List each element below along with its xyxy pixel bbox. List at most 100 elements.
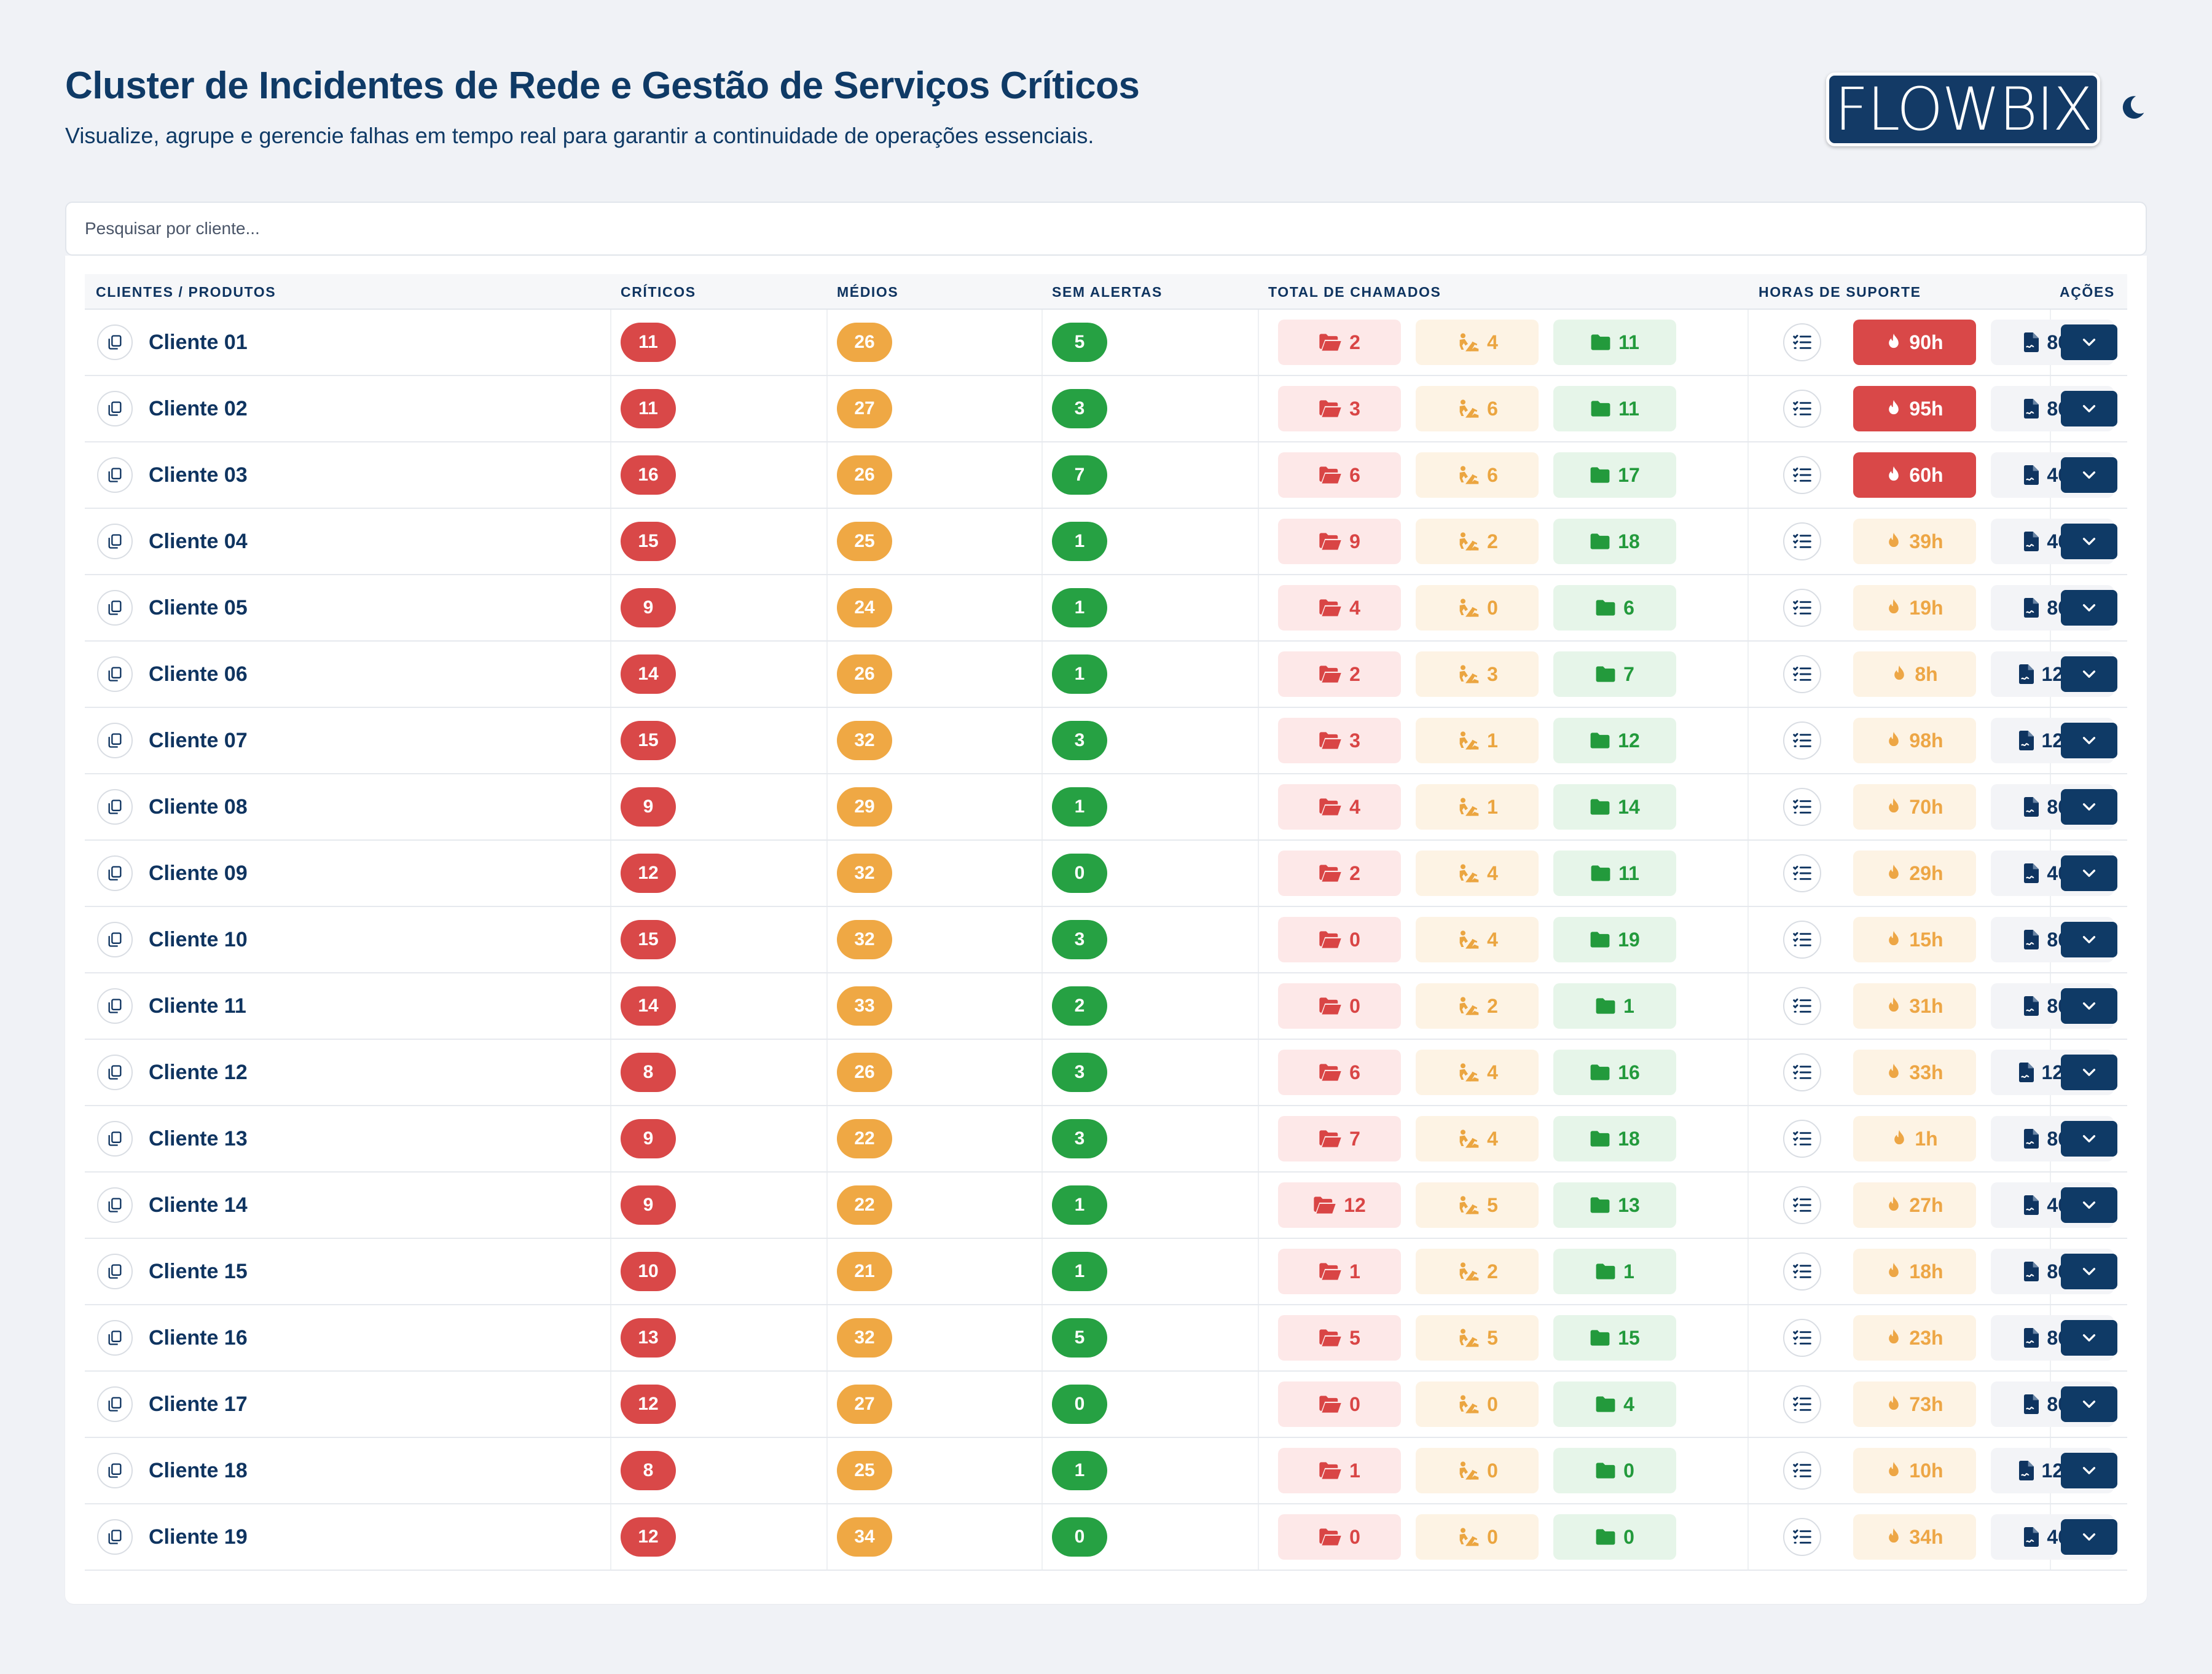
expand-row-button[interactable] bbox=[2061, 656, 2117, 692]
client-name[interactable]: Cliente 01 bbox=[149, 330, 248, 354]
closed-tickets-badge[interactable]: 17 bbox=[1553, 452, 1676, 498]
search-input[interactable] bbox=[65, 202, 2147, 256]
header-support-hours[interactable]: HORAS DE SUPORTE bbox=[1759, 284, 1921, 300]
header-medium[interactable]: MÉDIOS bbox=[837, 284, 899, 300]
in-progress-tickets-badge[interactable]: 5 bbox=[1416, 1182, 1539, 1228]
copy-icon[interactable] bbox=[97, 1453, 133, 1488]
closed-tickets-badge[interactable]: 7 bbox=[1553, 651, 1676, 697]
expand-row-button[interactable] bbox=[2061, 1320, 2117, 1356]
header-critical[interactable]: CRÍTICOS bbox=[621, 284, 696, 300]
copy-icon[interactable] bbox=[97, 922, 133, 957]
copy-icon[interactable] bbox=[97, 1320, 133, 1356]
in-progress-tickets-badge[interactable]: 3 bbox=[1416, 651, 1539, 697]
copy-icon[interactable] bbox=[97, 324, 133, 360]
expand-row-button[interactable] bbox=[2061, 1187, 2117, 1223]
open-tickets-badge[interactable]: 3 bbox=[1278, 386, 1401, 431]
header-no-alerts[interactable]: SEM ALERTAS bbox=[1052, 284, 1163, 300]
copy-icon[interactable] bbox=[97, 1187, 133, 1223]
copy-icon[interactable] bbox=[97, 1519, 133, 1555]
client-name[interactable]: Cliente 19 bbox=[149, 1525, 248, 1549]
in-progress-tickets-badge[interactable]: 1 bbox=[1416, 718, 1539, 763]
moon-icon[interactable] bbox=[2117, 92, 2148, 123]
client-name[interactable]: Cliente 05 bbox=[149, 595, 248, 619]
client-name[interactable]: Cliente 16 bbox=[149, 1326, 248, 1350]
open-tickets-badge[interactable]: 4 bbox=[1278, 784, 1401, 830]
open-tickets-badge[interactable]: 6 bbox=[1278, 1050, 1401, 1095]
list-check-icon[interactable] bbox=[1783, 655, 1821, 693]
in-progress-tickets-badge[interactable]: 4 bbox=[1416, 320, 1539, 365]
in-progress-tickets-badge[interactable]: 2 bbox=[1416, 1249, 1539, 1294]
expand-row-button[interactable] bbox=[2061, 590, 2117, 626]
copy-icon[interactable] bbox=[97, 1254, 133, 1289]
expand-row-button[interactable] bbox=[2061, 391, 2117, 426]
expand-row-button[interactable] bbox=[2061, 1055, 2117, 1090]
open-tickets-badge[interactable]: 2 bbox=[1278, 320, 1401, 365]
expand-row-button[interactable] bbox=[2061, 1453, 2117, 1488]
closed-tickets-badge[interactable]: 4 bbox=[1553, 1381, 1676, 1427]
closed-tickets-badge[interactable]: 12 bbox=[1553, 718, 1676, 763]
open-tickets-badge[interactable]: 6 bbox=[1278, 452, 1401, 498]
in-progress-tickets-badge[interactable]: 4 bbox=[1416, 917, 1539, 962]
open-tickets-badge[interactable]: 0 bbox=[1278, 983, 1401, 1029]
copy-icon[interactable] bbox=[97, 656, 133, 692]
copy-icon[interactable] bbox=[97, 1055, 133, 1090]
client-name[interactable]: Cliente 10 bbox=[149, 927, 248, 951]
in-progress-tickets-badge[interactable]: 2 bbox=[1416, 519, 1539, 564]
header-tickets[interactable]: TOTAL DE CHAMADOS bbox=[1268, 284, 1441, 300]
list-check-icon[interactable] bbox=[1783, 1186, 1821, 1224]
closed-tickets-badge[interactable]: 0 bbox=[1553, 1514, 1676, 1560]
client-name[interactable]: Cliente 17 bbox=[149, 1392, 248, 1416]
expand-row-button[interactable] bbox=[2061, 789, 2117, 825]
closed-tickets-badge[interactable]: 11 bbox=[1553, 386, 1676, 431]
expand-row-button[interactable] bbox=[2061, 324, 2117, 360]
header-clients[interactable]: CLIENTES / PRODUTOS bbox=[96, 284, 276, 300]
list-check-icon[interactable] bbox=[1783, 1385, 1821, 1423]
list-check-icon[interactable] bbox=[1783, 1319, 1821, 1357]
list-check-icon[interactable] bbox=[1783, 1518, 1821, 1556]
list-check-icon[interactable] bbox=[1783, 456, 1821, 494]
open-tickets-badge[interactable]: 0 bbox=[1278, 1381, 1401, 1427]
list-check-icon[interactable] bbox=[1783, 987, 1821, 1025]
closed-tickets-badge[interactable]: 13 bbox=[1553, 1182, 1676, 1228]
in-progress-tickets-badge[interactable]: 0 bbox=[1416, 585, 1539, 631]
open-tickets-badge[interactable]: 2 bbox=[1278, 651, 1401, 697]
client-name[interactable]: Cliente 09 bbox=[149, 861, 248, 885]
list-check-icon[interactable] bbox=[1783, 788, 1821, 826]
expand-row-button[interactable] bbox=[2061, 1254, 2117, 1289]
list-check-icon[interactable] bbox=[1783, 589, 1821, 627]
copy-icon[interactable] bbox=[97, 524, 133, 559]
in-progress-tickets-badge[interactable]: 5 bbox=[1416, 1315, 1539, 1361]
in-progress-tickets-badge[interactable]: 6 bbox=[1416, 386, 1539, 431]
closed-tickets-badge[interactable]: 1 bbox=[1553, 1249, 1676, 1294]
closed-tickets-badge[interactable]: 14 bbox=[1553, 784, 1676, 830]
open-tickets-badge[interactable]: 5 bbox=[1278, 1315, 1401, 1361]
closed-tickets-badge[interactable]: 18 bbox=[1553, 519, 1676, 564]
list-check-icon[interactable] bbox=[1783, 390, 1821, 428]
client-name[interactable]: Cliente 04 bbox=[149, 529, 248, 553]
open-tickets-badge[interactable]: 3 bbox=[1278, 718, 1401, 763]
copy-icon[interactable] bbox=[97, 855, 133, 891]
list-check-icon[interactable] bbox=[1783, 1452, 1821, 1490]
copy-icon[interactable] bbox=[97, 590, 133, 626]
closed-tickets-badge[interactable]: 18 bbox=[1553, 1116, 1676, 1161]
in-progress-tickets-badge[interactable]: 4 bbox=[1416, 851, 1539, 896]
copy-icon[interactable] bbox=[97, 988, 133, 1024]
client-name[interactable]: Cliente 11 bbox=[149, 994, 246, 1018]
expand-row-button[interactable] bbox=[2061, 457, 2117, 493]
client-name[interactable]: Cliente 07 bbox=[149, 728, 248, 752]
closed-tickets-badge[interactable]: 1 bbox=[1553, 983, 1676, 1029]
expand-row-button[interactable] bbox=[2061, 1386, 2117, 1422]
list-check-icon[interactable] bbox=[1783, 323, 1821, 361]
closed-tickets-badge[interactable]: 16 bbox=[1553, 1050, 1676, 1095]
client-name[interactable]: Cliente 08 bbox=[149, 795, 248, 819]
copy-icon[interactable] bbox=[97, 1121, 133, 1157]
closed-tickets-badge[interactable]: 11 bbox=[1553, 851, 1676, 896]
expand-row-button[interactable] bbox=[2061, 922, 2117, 957]
client-name[interactable]: Cliente 06 bbox=[149, 662, 248, 686]
in-progress-tickets-badge[interactable]: 4 bbox=[1416, 1050, 1539, 1095]
in-progress-tickets-badge[interactable]: 0 bbox=[1416, 1514, 1539, 1560]
open-tickets-badge[interactable]: 9 bbox=[1278, 519, 1401, 564]
list-check-icon[interactable] bbox=[1783, 921, 1821, 959]
expand-row-button[interactable] bbox=[2061, 855, 2117, 891]
copy-icon[interactable] bbox=[97, 391, 133, 426]
